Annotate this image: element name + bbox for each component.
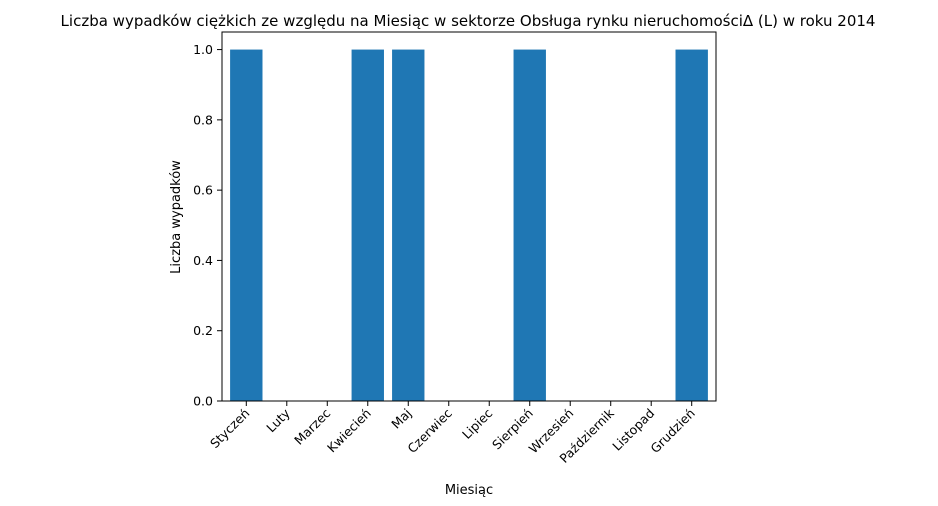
bar-Styczeń — [230, 49, 263, 401]
x-tick-label: Czerwiec — [404, 405, 455, 456]
bar-Kwiecień — [351, 49, 384, 401]
y-axis: 0.0 0.2 0.4 0.6 0.8 1.0 — [193, 42, 222, 409]
y-tick-label: 1.0 — [193, 42, 213, 57]
x-tick-label: Kwiecień — [324, 406, 374, 456]
y-tick-label: 0.6 — [193, 183, 213, 198]
x-axis-label: Miesiąc — [445, 483, 493, 498]
bars-group — [230, 49, 708, 401]
x-tick-label: Lipiec — [459, 405, 495, 441]
x-tick-label: Grudzień — [647, 406, 697, 456]
y-tick-label: 0.0 — [193, 394, 213, 409]
y-tick-label: 0.8 — [193, 112, 213, 127]
y-tick-label: 0.2 — [193, 323, 213, 338]
y-axis-label: Liczba wypadków — [169, 160, 184, 274]
x-tick-label: Luty — [263, 405, 293, 435]
bar-Grudzień — [675, 49, 708, 401]
y-tick-label: 0.4 — [193, 253, 213, 268]
x-tick-label: Styczeń — [207, 406, 252, 451]
chart-title: Liczba wypadków ciężkich ze względu na M… — [61, 12, 876, 30]
plot-frame — [221, 31, 717, 402]
bar-Maj — [392, 49, 425, 401]
bar-Sierpień — [513, 49, 546, 401]
x-tick-label: Maj — [388, 406, 414, 432]
